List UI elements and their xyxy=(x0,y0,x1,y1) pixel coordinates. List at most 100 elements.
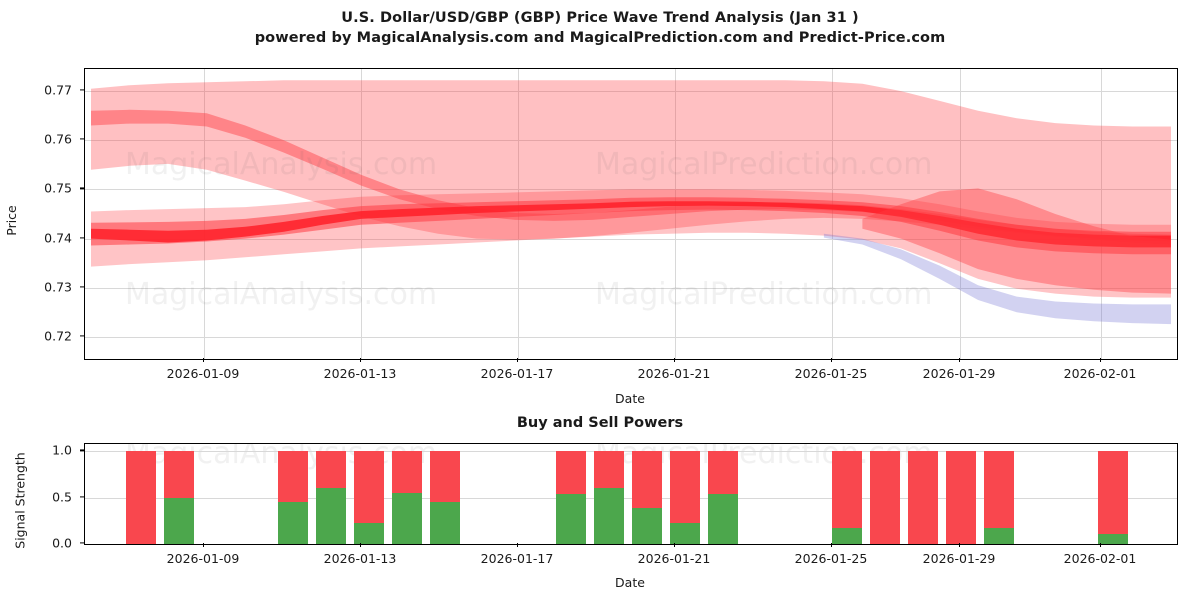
sell-power-segment xyxy=(430,451,460,503)
buy-power-segment xyxy=(430,502,460,544)
buy-power-segment xyxy=(316,487,346,544)
x-tick-label: 2026-01-21 xyxy=(637,366,711,381)
price-wave-bands xyxy=(91,80,1171,325)
y-tick-mark xyxy=(80,236,84,239)
y-tick-mark xyxy=(80,89,84,91)
gridline-horizontal xyxy=(85,336,1177,338)
gridline-vertical xyxy=(960,69,961,359)
wave-band-central-core-band xyxy=(91,201,1171,248)
buy-power-segment xyxy=(392,493,422,544)
sell-power-segment xyxy=(632,451,662,508)
signal-bar[interactable] xyxy=(594,451,624,544)
x-tick-mark xyxy=(1100,358,1102,362)
x-tick-mark xyxy=(959,543,961,547)
y-tick-label: 0.0 xyxy=(52,535,72,551)
gridline-horizontal xyxy=(85,451,1177,453)
gridline-horizontal xyxy=(85,497,1177,499)
x-tick-label: 2026-01-17 xyxy=(480,551,554,566)
x-tick-label: 2026-01-25 xyxy=(794,551,868,566)
signal-bar[interactable] xyxy=(164,451,194,544)
sell-power-segment xyxy=(708,451,738,494)
x-tick-label: 2026-01-09 xyxy=(166,551,240,566)
y-tick-label: 0.73 xyxy=(44,279,72,295)
y-tick-mark xyxy=(80,496,84,498)
gridline-vertical xyxy=(1101,69,1102,359)
wave-band-upper-inner-band xyxy=(91,109,1171,242)
signal-bar[interactable] xyxy=(430,451,460,544)
signal-bar[interactable] xyxy=(316,451,346,544)
gridline-horizontal xyxy=(85,91,1177,93)
x-tick-mark xyxy=(674,543,676,547)
main-y-axis-title: Price xyxy=(3,205,19,236)
signal-bar[interactable] xyxy=(946,451,976,544)
x-tick-mark xyxy=(203,543,205,547)
page-subtitle: powered by MagicalAnalysis.com and Magic… xyxy=(254,30,946,46)
x-tick-mark xyxy=(831,358,833,362)
signal-bar[interactable] xyxy=(908,451,938,544)
price-wave-plot: MagicalAnalysis.com MagicalPrediction.com… xyxy=(84,68,1178,360)
sell-power-segment xyxy=(278,451,308,503)
gridline-horizontal xyxy=(85,238,1177,240)
x-tick-label: 2026-01-25 xyxy=(794,366,868,381)
y-tick-mark xyxy=(80,138,84,140)
buy-power-segment xyxy=(278,502,308,544)
buy-power-segment xyxy=(1098,533,1128,544)
y-tick-label: 0.74 xyxy=(44,230,72,246)
x-tick-label: 2026-01-21 xyxy=(637,551,711,566)
y-tick-label: 0.77 xyxy=(44,82,72,98)
sell-power-segment xyxy=(354,451,384,523)
gridline-vertical xyxy=(832,69,833,359)
sell-power-segment xyxy=(946,451,976,544)
page-title: U.S. Dollar/USD/GBP (GBP) Price Wave Tre… xyxy=(341,10,859,26)
signal-bar[interactable] xyxy=(708,451,738,544)
wave-band-upper-outer-band xyxy=(91,80,1171,245)
signal-bar[interactable] xyxy=(1098,451,1128,544)
signal-bar[interactable] xyxy=(632,451,662,544)
buy-power-segment xyxy=(556,494,586,544)
buy-power-segment xyxy=(354,522,384,544)
y-tick-label: 0.76 xyxy=(44,131,72,147)
y-tick-label: 0.72 xyxy=(44,328,72,344)
chart-title-block: U.S. Dollar/USD/GBP (GBP) Price Wave Tre… xyxy=(0,8,1200,48)
lower-y-axis-title: Signal Strength xyxy=(12,452,28,549)
x-tick-mark xyxy=(1100,543,1102,547)
x-tick-label: 2026-02-01 xyxy=(1063,551,1137,566)
x-tick-mark xyxy=(831,543,833,547)
wave-band-forecast-cone-red xyxy=(862,188,1171,294)
signal-bar[interactable] xyxy=(354,451,384,544)
buy-power-segment xyxy=(164,497,194,544)
y-tick-label: 1.0 xyxy=(52,442,72,458)
sell-power-segment xyxy=(832,451,862,529)
x-tick-label: 2026-01-29 xyxy=(922,551,996,566)
buy-power-segment xyxy=(594,487,624,544)
x-tick-mark xyxy=(517,358,519,362)
gridline-horizontal xyxy=(85,287,1177,289)
signal-bar[interactable] xyxy=(278,451,308,544)
y-tick-mark xyxy=(80,449,84,451)
signal-bar[interactable] xyxy=(832,451,862,544)
buy-power-segment xyxy=(632,507,662,544)
wave-band-forecast-cone-blue xyxy=(823,233,1171,325)
sell-power-segment xyxy=(392,451,422,494)
buy-power-segment xyxy=(984,528,1014,544)
sell-power-segment xyxy=(164,451,194,498)
gridline-horizontal xyxy=(85,140,1177,142)
signal-bar[interactable] xyxy=(670,451,700,544)
y-tick-mark xyxy=(80,335,84,337)
buy-power-segment xyxy=(832,528,862,544)
signal-bar[interactable] xyxy=(392,451,422,544)
sell-power-segment xyxy=(126,451,156,544)
x-tick-label: 2026-02-01 xyxy=(1063,366,1137,381)
x-tick-label: 2026-01-13 xyxy=(323,551,397,566)
x-tick-label: 2026-01-17 xyxy=(480,366,554,381)
gridline-vertical xyxy=(204,69,205,359)
x-tick-mark xyxy=(674,358,676,362)
gridline-horizontal xyxy=(85,189,1177,191)
x-tick-label: 2026-01-29 xyxy=(922,366,996,381)
sell-power-segment xyxy=(316,451,346,488)
lower-x-axis-title: Date xyxy=(615,575,645,590)
signal-bar[interactable] xyxy=(556,451,586,544)
signal-bar[interactable] xyxy=(984,451,1014,544)
signal-bar[interactable] xyxy=(870,451,900,544)
signal-bar[interactable] xyxy=(126,451,156,544)
